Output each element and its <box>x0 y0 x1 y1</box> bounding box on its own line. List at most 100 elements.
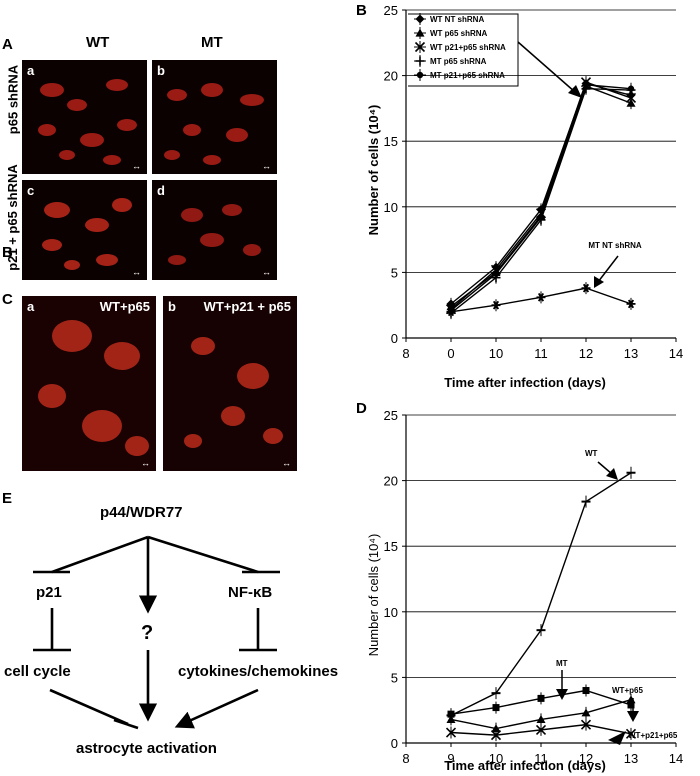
micrograph-c-b: b WT+p21 + p65 ↔ <box>163 296 297 471</box>
node-astrocyte-activation: astrocyte activation <box>76 740 217 757</box>
x-tick-label: 11 <box>534 346 548 361</box>
legend-arrow <box>517 41 576 93</box>
arrow-head <box>568 85 582 98</box>
data-point <box>580 718 592 731</box>
legend-marker <box>416 69 424 81</box>
scale-bar: ↔ <box>141 458 150 468</box>
data-point <box>626 466 636 479</box>
legend-label: MT p21+p65 shRNA <box>430 71 505 80</box>
subpanel-c-label: c <box>27 183 35 198</box>
node-cell-cycle: cell cycle <box>4 663 71 680</box>
series-line <box>450 82 632 305</box>
cell-image <box>164 83 264 165</box>
x-axis-label: Time after infection (days) <box>444 375 606 390</box>
node-nfkb: NF-κB <box>228 584 273 601</box>
chart-b: Number of cells (10⁴) Time after infecti… <box>366 3 683 390</box>
data-point <box>537 692 545 705</box>
x-tick-label: 10 <box>489 751 503 766</box>
scale-bar: ↔ <box>262 161 271 171</box>
x-tick-label: 14 <box>669 751 683 766</box>
subpanel-a-label: a <box>27 63 35 78</box>
arrow-head <box>627 711 639 722</box>
legend-marker <box>415 27 425 39</box>
cell-image <box>168 204 261 265</box>
legend-marker <box>415 13 425 25</box>
panel-label-b-left: B <box>2 244 13 261</box>
micrograph-c: c ↔ <box>22 180 147 280</box>
data-point <box>490 729 502 742</box>
legend-label: MT p65 shRNA <box>430 57 487 66</box>
data-point <box>492 701 500 714</box>
scale-bar: ↔ <box>132 161 141 171</box>
panel-label-c: C <box>2 291 13 308</box>
legend-label: WT NT shRNA <box>430 15 484 24</box>
scale-bar: ↔ <box>262 267 271 277</box>
x-axis-label: Time after infection (days) <box>444 758 606 773</box>
node-p21: p21 <box>36 584 62 601</box>
y-tick-label: 0 <box>391 736 398 751</box>
y-tick-label: 25 <box>384 3 398 18</box>
panel-label-e: E <box>2 490 13 507</box>
series-line <box>450 472 632 717</box>
legend-label: WT p65 shRNA <box>430 29 488 38</box>
data-point <box>492 267 500 280</box>
data-point <box>536 624 546 637</box>
y-tick-label: 0 <box>391 331 398 346</box>
micrograph-c-a: a WT+p65 ↔ <box>22 296 156 471</box>
annotation-label: MT NT shRNA <box>588 241 642 250</box>
subpanel-title: WT+p65 <box>99 299 150 314</box>
data-point <box>535 723 547 736</box>
x-tick-label: 9 <box>447 751 454 766</box>
data-point <box>581 282 591 295</box>
node-p44-wdr77: p44/WDR77 <box>100 504 183 521</box>
data-point <box>491 687 501 700</box>
chart-d: Number of cells (10⁴) Time after infecti… <box>366 408 683 773</box>
data-point <box>582 78 590 91</box>
node-unknown: ? <box>141 622 154 644</box>
y-tick-label: 20 <box>384 69 398 84</box>
data-point <box>491 299 501 312</box>
data-point <box>446 305 456 318</box>
scale-bar: ↔ <box>282 458 291 468</box>
series-label: MT <box>556 659 568 668</box>
arrow-head <box>608 731 626 745</box>
cell-image <box>38 320 149 456</box>
data-point <box>581 495 591 508</box>
series-label: WT+p65 <box>612 686 643 695</box>
x-tick-label: 8 <box>402 751 409 766</box>
legend-bracket <box>408 13 519 87</box>
row-label-p65: p65 shRNA <box>5 64 21 135</box>
series-label: WT+p21+p65 <box>628 731 678 740</box>
panel-label-b: B <box>356 2 367 19</box>
data-point <box>445 726 457 739</box>
row-label-p21-p65: p21 + p65 shRNA <box>5 164 20 271</box>
y-tick-label: 25 <box>384 408 398 423</box>
series-line <box>450 84 632 311</box>
data-point <box>536 713 546 726</box>
subpanel-label: b <box>168 299 176 314</box>
data-point <box>625 727 637 740</box>
subpanel-d-label: d <box>157 183 165 198</box>
x-tick-label: 8 <box>402 346 409 361</box>
data-point <box>626 297 636 310</box>
data-point <box>536 291 546 304</box>
x-tick-label: 13 <box>624 346 638 361</box>
x-tick-label: 10 <box>489 346 503 361</box>
arrow-head <box>556 689 568 700</box>
series-arrow <box>597 461 613 475</box>
y-tick-label: 15 <box>384 539 398 554</box>
legend-label: WT p21+p65 shRNA <box>430 43 506 52</box>
subpanel-title: WT+p21 + p65 <box>203 299 291 314</box>
cell-image <box>184 337 283 448</box>
y-tick-label: 5 <box>391 265 398 280</box>
subpanel-b-label: b <box>157 63 165 78</box>
series-line <box>450 88 632 314</box>
x-tick-label: 13 <box>624 751 638 766</box>
annotation-arrow <box>597 255 619 283</box>
x-tick-label: 12 <box>579 751 593 766</box>
y-tick-label: 20 <box>384 474 398 489</box>
micrograph-d: d ↔ <box>152 180 277 280</box>
x-tick-label: 11 <box>534 751 548 766</box>
column-header-mt: MT <box>201 34 223 51</box>
micrograph-a: a ↔ <box>22 60 147 174</box>
